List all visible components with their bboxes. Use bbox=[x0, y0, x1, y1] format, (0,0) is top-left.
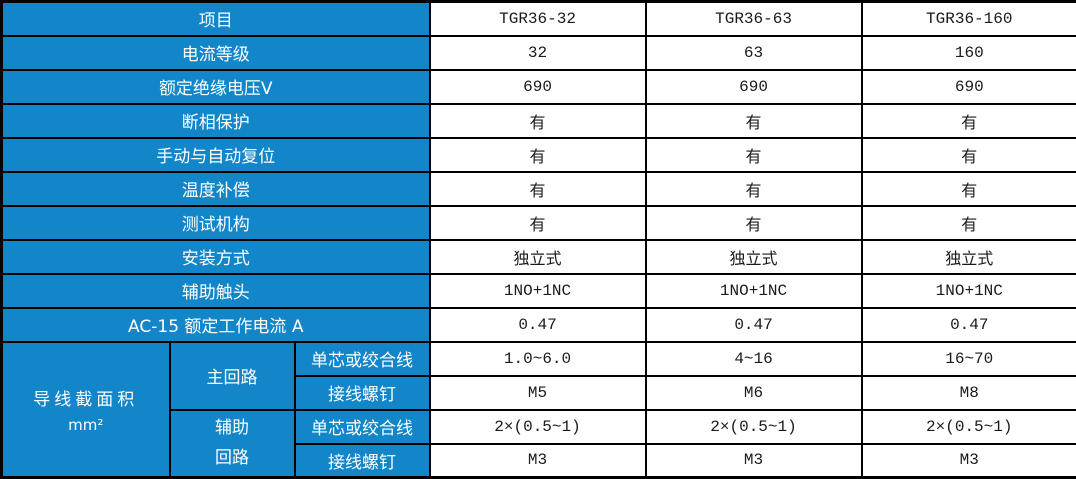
cell-value: M3 bbox=[862, 444, 1076, 478]
row-label: 手动与自动复位 bbox=[2, 138, 430, 172]
cell-value: M5 bbox=[430, 376, 646, 410]
row-label: 测试机构 bbox=[2, 206, 430, 240]
table-row: 导线截面积 mm² 主回路 单芯或绞合线 1.0~6.0 4~16 16~70 bbox=[2, 342, 1076, 376]
cell-value: 有 bbox=[862, 206, 1076, 240]
row-label: 辅助触头 bbox=[2, 274, 430, 308]
main-circuit-label: 主回路 bbox=[170, 342, 295, 410]
cell-value: 4~16 bbox=[646, 342, 862, 376]
header-model-1: TGR36-32 bbox=[430, 2, 646, 36]
row-label: 电流等级 bbox=[2, 36, 430, 70]
cell-value: 2×(0.5~1) bbox=[646, 410, 862, 444]
cell-value: 有 bbox=[646, 206, 862, 240]
cell-value: 63 bbox=[646, 36, 862, 70]
cell-value: 有 bbox=[430, 104, 646, 138]
aux-circuit-label: 辅助 回路 bbox=[170, 410, 295, 478]
cell-value: M8 bbox=[862, 376, 1076, 410]
cell-value: 有 bbox=[430, 206, 646, 240]
cell-value: 0.47 bbox=[646, 308, 862, 342]
row-label: AC-15 额定工作电流 A bbox=[2, 308, 430, 342]
cell-value: 有 bbox=[646, 172, 862, 206]
table-row: 电流等级 32 63 160 bbox=[2, 36, 1076, 70]
cell-value: 0.47 bbox=[862, 308, 1076, 342]
cell-value: 有 bbox=[862, 104, 1076, 138]
cell-value: 有 bbox=[646, 104, 862, 138]
cell-value: 690 bbox=[862, 70, 1076, 104]
cell-value: 0.47 bbox=[430, 308, 646, 342]
cell-value: 32 bbox=[430, 36, 646, 70]
cell-value: M6 bbox=[646, 376, 862, 410]
row-label: 单芯或绞合线 bbox=[295, 342, 430, 376]
header-item: 项目 bbox=[2, 2, 430, 36]
cell-value: 1NO+1NC bbox=[862, 274, 1076, 308]
table-row: 辅助触头 1NO+1NC 1NO+1NC 1NO+1NC bbox=[2, 274, 1076, 308]
cell-value: 有 bbox=[862, 172, 1076, 206]
table-row: 安装方式 独立式 独立式 独立式 bbox=[2, 240, 1076, 274]
cell-value: 有 bbox=[646, 138, 862, 172]
cell-value: 690 bbox=[430, 70, 646, 104]
cell-value: 2×(0.5~1) bbox=[862, 410, 1076, 444]
cell-value: 160 bbox=[862, 36, 1076, 70]
row-label: 安装方式 bbox=[2, 240, 430, 274]
row-label: 接线螺钉 bbox=[295, 376, 430, 410]
row-label: 额定绝缘电压V bbox=[2, 70, 430, 104]
table-row: 手动与自动复位 有 有 有 bbox=[2, 138, 1076, 172]
cell-value: 690 bbox=[646, 70, 862, 104]
cell-value: 独立式 bbox=[862, 240, 1076, 274]
table-row: AC-15 额定工作电流 A 0.47 0.47 0.47 bbox=[2, 308, 1076, 342]
cell-value: 16~70 bbox=[862, 342, 1076, 376]
cell-value: 1NO+1NC bbox=[430, 274, 646, 308]
cell-value: 有 bbox=[430, 138, 646, 172]
aux-circuit-label-line1: 辅助 bbox=[175, 413, 290, 443]
cell-value: 有 bbox=[862, 138, 1076, 172]
wire-section-label: 导线截面积 mm² bbox=[2, 342, 170, 478]
table-row: 断相保护 有 有 有 bbox=[2, 104, 1076, 138]
wire-section-title: 导线截面积 bbox=[33, 390, 138, 410]
table-row: 额定绝缘电压V 690 690 690 bbox=[2, 70, 1076, 104]
row-label: 温度补偿 bbox=[2, 172, 430, 206]
cell-value: 有 bbox=[430, 172, 646, 206]
header-model-2: TGR36-63 bbox=[646, 2, 862, 36]
header-model-3: TGR36-160 bbox=[862, 2, 1076, 36]
table-row: 测试机构 有 有 有 bbox=[2, 206, 1076, 240]
table-row-header: 项目 TGR36-32 TGR36-63 TGR36-160 bbox=[2, 2, 1076, 36]
aux-circuit-label-line2: 回路 bbox=[175, 443, 290, 473]
cell-value: 独立式 bbox=[430, 240, 646, 274]
cell-value: M3 bbox=[646, 444, 862, 478]
cell-value: M3 bbox=[430, 444, 646, 478]
table-row: 温度补偿 有 有 有 bbox=[2, 172, 1076, 206]
row-label: 单芯或绞合线 bbox=[295, 410, 430, 444]
row-label: 接线螺钉 bbox=[295, 444, 430, 478]
cell-value: 独立式 bbox=[646, 240, 862, 274]
row-label: 断相保护 bbox=[2, 104, 430, 138]
cell-value: 1NO+1NC bbox=[646, 274, 862, 308]
wire-section-unit: mm² bbox=[7, 416, 165, 434]
cell-value: 1.0~6.0 bbox=[430, 342, 646, 376]
cell-value: 2×(0.5~1) bbox=[430, 410, 646, 444]
